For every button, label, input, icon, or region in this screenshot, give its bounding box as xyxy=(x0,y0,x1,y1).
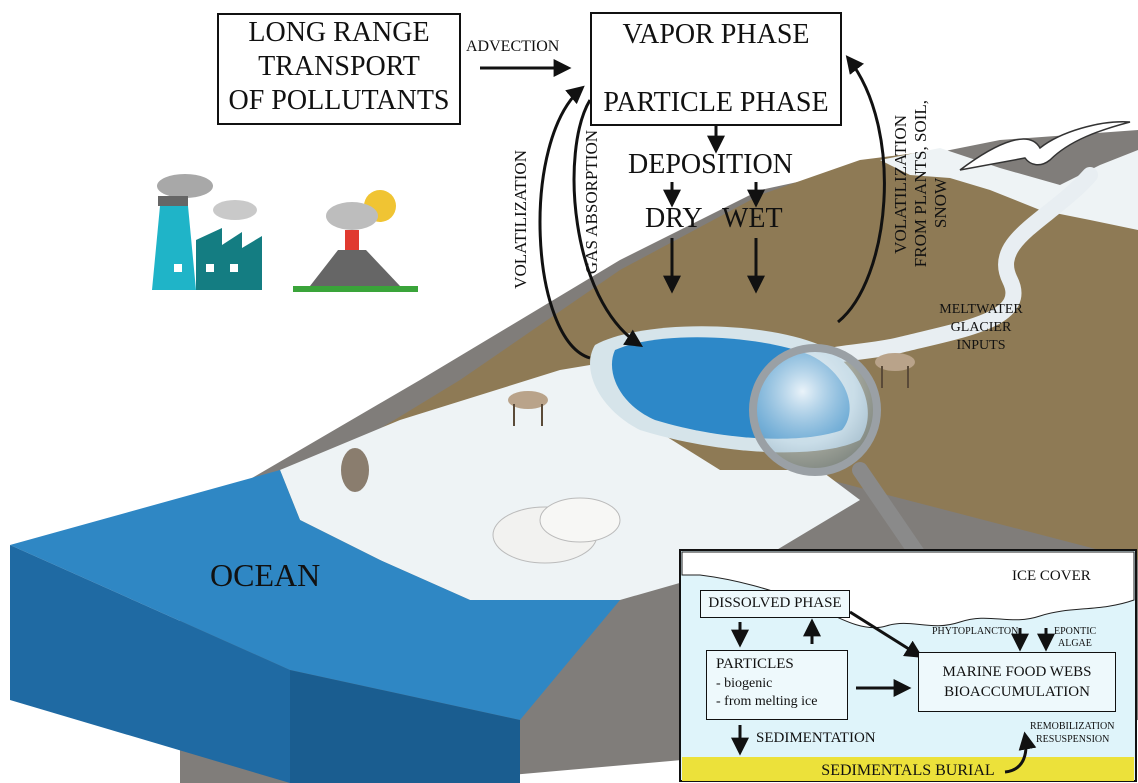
particles-box xyxy=(706,650,848,720)
volatilization-arrow xyxy=(538,85,591,360)
food-webs-box xyxy=(918,652,1116,712)
ice-shelf xyxy=(280,360,860,600)
dissolved-phase-label: DISSOLVED PHASE xyxy=(708,595,842,611)
factory-icon xyxy=(152,174,262,290)
particles-title: PARTICLES xyxy=(716,656,794,672)
deposition-label: DEPOSITION xyxy=(628,149,793,180)
phase-box xyxy=(590,12,842,126)
volatilization-from-line2: FROM PLANTS, SOIL, xyxy=(911,100,930,268)
meltwater-line2: GLACIER xyxy=(950,320,1012,335)
ocean-top xyxy=(10,470,620,720)
volatilization-plants-arrow xyxy=(837,55,886,324)
polar-bear-icon xyxy=(492,497,621,564)
ocean-label: OCEAN xyxy=(210,557,321,593)
transport-line3: OF POLLUTANTS xyxy=(228,85,450,116)
phytoplancton-label: PHYTOPLANCTON xyxy=(932,626,1019,637)
transport-box xyxy=(217,13,461,125)
vapor-phase-label: VAPOR PHASE xyxy=(622,19,810,50)
dissolved-to-food-webs-arrow xyxy=(849,610,924,658)
volatilization-from-line1: VOLATILIZATION xyxy=(891,115,910,254)
remobilization-line1: REMOBILIZATION xyxy=(1030,721,1115,732)
particles-item2: - from melting ice xyxy=(716,694,818,709)
gas-absorption-arrow xyxy=(572,99,644,347)
meltwater-line3: INPUTS xyxy=(956,338,1006,353)
epontic-line2: ALGAE xyxy=(1058,638,1092,649)
snow-cap xyxy=(880,148,1138,230)
advection-label: ADVECTION xyxy=(466,38,560,55)
glacier-stream xyxy=(792,167,1098,378)
reindeer-icon xyxy=(508,391,548,426)
particle-phase-label: PARTICLE PHASE xyxy=(603,87,829,118)
volatilization-label: VOLATILIZATION xyxy=(511,150,530,289)
food-webs-line2: BIOACCUMULATION xyxy=(944,684,1090,700)
transport-line2: TRANSPORT xyxy=(258,51,420,82)
ocean-side xyxy=(290,670,520,783)
particles-item1: - biogenic xyxy=(716,676,773,691)
ocean-front xyxy=(10,545,290,783)
epontic-line1: EPONTIC xyxy=(1054,626,1097,637)
reindeer-icon xyxy=(875,353,915,388)
wet-label: WET xyxy=(722,203,783,234)
dry-label: DRY xyxy=(645,203,703,234)
seagull-icon xyxy=(959,121,1131,171)
volatilization-from-line3: SNOW xyxy=(931,178,950,229)
ice-cover-label: ICE COVER xyxy=(1012,568,1091,584)
sediment-burial-label: SEDIMENTALS BURIAL xyxy=(821,762,995,779)
transport-line1: LONG RANGE xyxy=(248,17,430,48)
sedimentation-label: SEDIMENTATION xyxy=(756,730,876,746)
food-webs-line1: MARINE FOOD WEBS xyxy=(942,664,1092,680)
meltwater-line1: MELTWATER xyxy=(939,302,1023,317)
seal-icon xyxy=(341,448,369,492)
remobilization-line2: RESUSPENSION xyxy=(1036,734,1110,745)
sediment-layer xyxy=(682,757,1134,781)
dissolved-phase-box xyxy=(700,590,850,618)
remobilization-arrow xyxy=(1004,731,1037,774)
gas-absorption-label: GAS ABSORPTION xyxy=(582,130,601,275)
volcano-icon xyxy=(293,190,418,292)
